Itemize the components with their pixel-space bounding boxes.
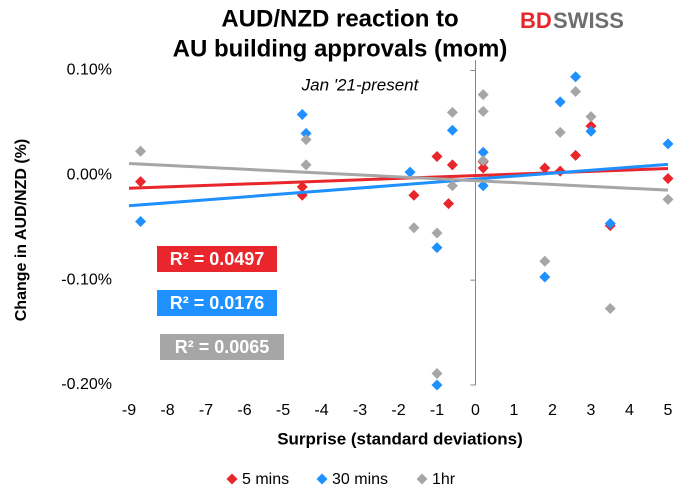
point xyxy=(477,180,489,192)
x-tick-label: -3 xyxy=(353,402,367,419)
x-tick-label: -2 xyxy=(391,402,405,419)
legend-label: 30 mins xyxy=(332,471,388,488)
point xyxy=(431,150,443,162)
trendline xyxy=(128,162,669,192)
point xyxy=(662,138,674,150)
point xyxy=(570,85,582,97)
point xyxy=(604,218,616,230)
point xyxy=(296,109,308,121)
x-tick-label: 2 xyxy=(548,402,557,419)
point xyxy=(554,96,566,108)
point xyxy=(570,149,582,161)
point xyxy=(477,89,489,101)
point xyxy=(539,271,551,283)
point xyxy=(135,145,147,157)
point xyxy=(443,198,455,210)
r2-box xyxy=(157,246,277,272)
x-tick-label: -4 xyxy=(314,402,328,419)
point xyxy=(554,126,566,138)
chart-subtitle: Jan '21-present xyxy=(301,75,420,94)
point xyxy=(539,162,551,174)
point xyxy=(585,125,597,137)
point xyxy=(431,227,443,239)
point xyxy=(446,159,458,171)
legend-label: 1hr xyxy=(432,471,456,488)
logo: SWISS xyxy=(553,8,624,33)
point xyxy=(431,242,443,254)
x-tick-label: -7 xyxy=(199,402,213,419)
point xyxy=(446,180,458,192)
x-axis-label: Surprise (standard deviations) xyxy=(277,429,523,448)
y-tick-label: -0.10% xyxy=(61,271,112,288)
y-tick-label: 0.10% xyxy=(67,62,112,79)
y-tick-label: -0.20% xyxy=(61,376,112,393)
point xyxy=(300,159,312,171)
point xyxy=(404,166,416,178)
point xyxy=(135,176,147,188)
r2-box xyxy=(157,290,277,316)
point xyxy=(446,106,458,118)
x-tick-label: 4 xyxy=(625,402,634,419)
legend-marker xyxy=(316,473,328,485)
legend-marker xyxy=(416,473,428,485)
x-tick-label: -9 xyxy=(122,402,136,419)
point xyxy=(570,71,582,83)
chart-title: AU building approvals (mom) xyxy=(173,35,508,62)
r2-box xyxy=(160,334,284,360)
point xyxy=(477,105,489,117)
point xyxy=(408,222,420,234)
trendline xyxy=(128,162,669,208)
point xyxy=(539,255,551,267)
point xyxy=(431,379,443,391)
point xyxy=(296,181,308,193)
x-tick-label: -8 xyxy=(160,402,174,419)
point xyxy=(477,155,489,167)
point xyxy=(408,189,420,201)
r2-label: R² = 0.0065 xyxy=(175,337,270,357)
legend-marker xyxy=(226,473,238,485)
x-tick-label: -5 xyxy=(276,402,290,419)
point xyxy=(300,127,312,139)
point xyxy=(135,215,147,227)
x-tick-label: -1 xyxy=(430,402,444,419)
x-tick-label: 1 xyxy=(510,402,519,419)
point xyxy=(477,146,489,158)
x-tick-label: 5 xyxy=(664,402,673,419)
r2-label: R² = 0.0497 xyxy=(170,249,265,269)
legend-label: 5 mins xyxy=(242,471,289,488)
point xyxy=(477,162,489,174)
y-tick-label: 0.00% xyxy=(67,167,112,184)
chart-title: AUD/NZD reaction to xyxy=(221,5,458,32)
point xyxy=(431,367,443,379)
logo: BD xyxy=(520,8,552,33)
point xyxy=(662,193,674,205)
r2-label: R² = 0.0176 xyxy=(170,293,265,313)
point xyxy=(604,302,616,314)
y-axis-label: Change in AUD/NZD (%) xyxy=(13,139,30,322)
point xyxy=(446,124,458,136)
point xyxy=(662,172,674,184)
x-tick-label: 3 xyxy=(587,402,596,419)
point xyxy=(585,111,597,123)
x-tick-label: -6 xyxy=(237,402,251,419)
point xyxy=(300,134,312,146)
x-tick-label: 0 xyxy=(471,402,480,419)
